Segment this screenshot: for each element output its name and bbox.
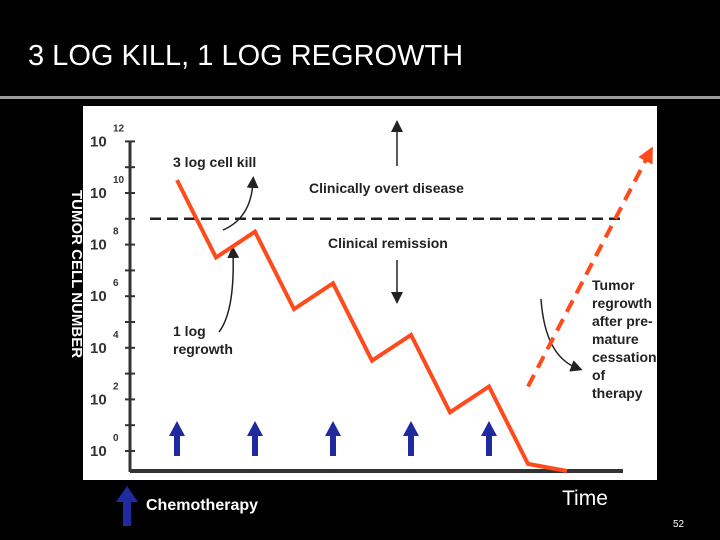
y-tick-label-2: 10 <box>90 391 107 408</box>
y-tick-exponent-10: 10 <box>113 175 125 186</box>
series-line-regrowth <box>526 156 650 388</box>
chemo-legend-icon <box>116 486 138 526</box>
axes <box>128 141 623 473</box>
annotation-clinical-remission: Clinical remission <box>328 235 448 251</box>
y-tick-exponent-2: 2 <box>113 381 119 392</box>
y-tick-label-0: 10 <box>90 443 107 460</box>
y-tick-label-4: 10 <box>90 340 107 357</box>
annotation-tumor-regrowth: Tumor regrowth after pre- mature cessati… <box>592 277 657 401</box>
slide-title: 3 LOG KILL, 1 LOG REGROWTH <box>28 40 464 72</box>
annotation-clinically-overt: Clinically overt disease <box>309 180 464 196</box>
chemo-dose-arrow-4 <box>403 421 419 456</box>
annotation-tumor-regrowth-line: Tumor <box>592 277 635 293</box>
annotation-tumor-regrowth-line: after pre- <box>592 313 653 329</box>
y-axis-label: TUMOR CELL NUMBER <box>68 190 85 359</box>
regrowth-arrowhead <box>638 146 653 165</box>
series-line-chemo <box>175 179 568 473</box>
page-number: 52 <box>673 519 685 530</box>
y-tick-labels: 10 0 10 2 10 4 10 6 10 8 10 10 10 12 <box>90 123 125 460</box>
tumor-regrowth-arrow <box>540 298 583 372</box>
y-tick-label-12: 10 <box>90 133 107 150</box>
chart-panel: 10 0 10 2 10 4 10 6 10 8 10 10 10 12 3 log cell kill … <box>83 106 657 480</box>
x-axis-label: Time <box>562 487 608 510</box>
y-tick-exponent-6: 6 <box>113 278 119 289</box>
minor-ticks <box>125 140 135 452</box>
y-tick-label-8: 10 <box>90 237 107 254</box>
y-tick-exponent-4: 4 <box>113 330 119 341</box>
chemo-dose-arrow-1 <box>169 421 185 456</box>
y-tick-exponent-8: 8 <box>113 227 119 238</box>
title-divider <box>0 96 720 99</box>
annotation-tumor-regrowth-line: regrowth <box>592 295 652 311</box>
annotation-one-log-line2: regrowth <box>173 341 233 357</box>
annotation-tumor-regrowth-line: of <box>592 367 606 383</box>
annotation-tumor-regrowth-line: mature <box>592 331 639 347</box>
y-axis-label-box: TUMOR CELL NUMBER <box>55 190 85 415</box>
chemo-dose-arrow-3 <box>325 421 341 456</box>
chemo-dose-arrow-2 <box>247 421 263 456</box>
y-tick-label-10: 10 <box>90 185 107 202</box>
chemotherapy-legend-label: Chemotherapy <box>146 497 259 514</box>
chemo-arrows <box>169 421 497 456</box>
y-tick-exponent-0: 0 <box>113 433 119 444</box>
one-log-regrowth-arrow <box>218 246 240 333</box>
y-tick-label-6: 10 <box>90 288 107 305</box>
three-log-kill-arrow <box>222 176 259 231</box>
annotation-tumor-regrowth-line: therapy <box>592 385 643 401</box>
chemo-dose-arrow-5 <box>481 421 497 456</box>
annotation-tumor-regrowth-line: cessation <box>592 349 657 365</box>
annotation-three-log-kill: 3 log cell kill <box>173 154 256 170</box>
y-tick-exponent-12: 12 <box>113 123 125 134</box>
annotation-one-log-line1: 1 log <box>173 323 206 339</box>
